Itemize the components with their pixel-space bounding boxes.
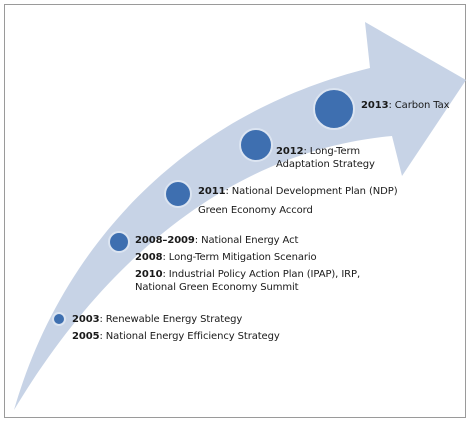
milestone-year: 2008 [135, 252, 163, 263]
milestone-text: : Long-Term Mitigation Scenario [162, 252, 317, 263]
milestone-year: 2003 [72, 314, 100, 325]
milestone-dot-2008-2009 [108, 231, 130, 253]
milestone-year: 2011 [198, 186, 226, 197]
milestone-text: : National Energy Act [194, 235, 299, 246]
milestone-label-2011-line2: Green Economy Accord [198, 204, 313, 217]
milestone-text: : Carbon Tax [388, 100, 450, 111]
milestone-label-2003: 2003: Renewable Energy Strategy [72, 313, 242, 326]
milestone-label-2011: 2011: National Development Plan (NDP) [198, 185, 398, 198]
milestone-label-2013: 2013: Carbon Tax [361, 99, 450, 112]
milestone-year: 2008–2009 [135, 235, 195, 246]
milestone-year: 2005 [72, 331, 100, 342]
milestone-year: 2013 [361, 100, 389, 111]
milestone-label-2005: 2005: National Energy Efficiency Strateg… [72, 330, 280, 343]
milestone-text-line2: Adaptation Strategy [276, 159, 375, 170]
milestone-text: : Renewable Energy Strategy [99, 314, 243, 325]
milestone-label-2012: 2012: Long-Term Adaptation Strategy [276, 145, 375, 171]
milestone-text-line2: National Green Economy Summit [135, 282, 299, 293]
milestone-dot-2011 [164, 180, 192, 208]
milestone-text-line2: Green Economy Accord [198, 205, 313, 216]
milestone-text: : National Energy Efficiency Strategy [99, 331, 280, 342]
milestone-label-2010: 2010: Industrial Policy Action Plan (IPA… [135, 268, 360, 294]
curved-arrow-shape [14, 22, 466, 410]
milestone-text: : National Development Plan (NDP) [225, 186, 398, 197]
milestone-text: : Industrial Policy Action Plan (IPAP), … [162, 269, 361, 280]
milestone-dot-2012 [239, 128, 273, 162]
milestone-label-2008: 2008: Long-Term Mitigation Scenario [135, 251, 317, 264]
milestone-year: 2010 [135, 269, 163, 280]
milestone-dot-2013 [313, 88, 355, 130]
milestone-year: 2012 [276, 146, 304, 157]
milestone-dot-2003 [52, 312, 66, 326]
milestone-text: : Long-Term [303, 146, 361, 157]
milestone-label-2008-2009: 2008–2009: National Energy Act [135, 234, 298, 247]
